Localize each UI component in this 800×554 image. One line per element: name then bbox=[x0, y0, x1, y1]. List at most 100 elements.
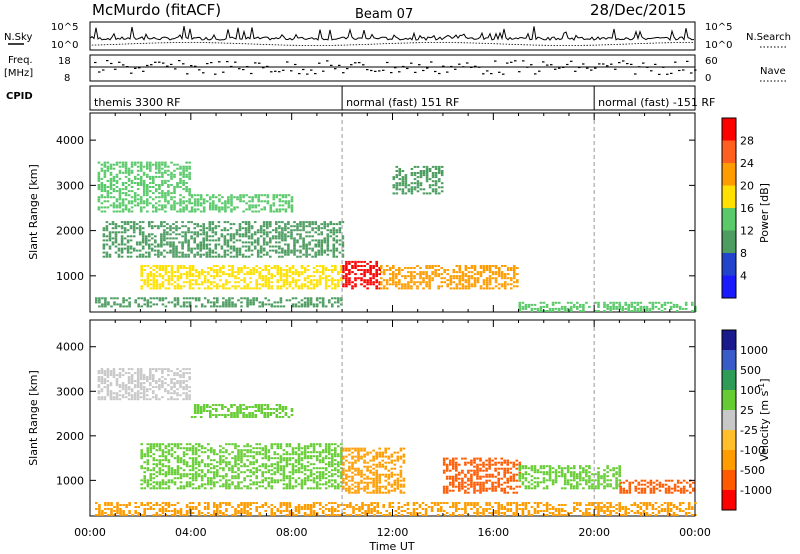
echo-cell bbox=[207, 479, 210, 482]
echo-cell bbox=[161, 283, 165, 286]
echo-cell bbox=[314, 221, 317, 224]
echo-cell bbox=[678, 504, 682, 506]
echo-cell bbox=[148, 239, 151, 242]
echo-cell bbox=[588, 512, 591, 514]
echo-cell bbox=[127, 210, 131, 213]
echo-cell bbox=[509, 510, 513, 512]
echo-cell bbox=[228, 502, 231, 504]
echo-cell bbox=[510, 283, 513, 286]
echo-cell bbox=[442, 510, 446, 512]
echo-cell bbox=[510, 267, 513, 269]
echo-cell bbox=[212, 408, 215, 410]
freq-mark bbox=[530, 64, 533, 66]
echo-cell bbox=[240, 508, 243, 510]
echo-cell bbox=[446, 279, 449, 282]
echo-cell bbox=[149, 447, 153, 450]
echo-cell bbox=[146, 163, 149, 166]
echo-cell bbox=[413, 277, 416, 280]
echo-cell bbox=[210, 459, 213, 462]
echo-cell bbox=[106, 186, 110, 188]
echo-cell bbox=[121, 386, 125, 389]
echo-cell bbox=[294, 447, 298, 450]
echo-cell bbox=[252, 451, 255, 454]
echo-cell bbox=[109, 390, 113, 393]
freq-mark bbox=[666, 73, 669, 75]
echo-cell bbox=[328, 447, 331, 450]
echo-cell bbox=[269, 225, 272, 228]
echo-cell bbox=[416, 182, 420, 185]
echo-cell bbox=[169, 233, 172, 236]
echo-cell bbox=[291, 473, 295, 476]
freq-mark bbox=[378, 70, 381, 72]
echo-cell bbox=[244, 229, 248, 232]
echo-cell bbox=[240, 269, 243, 271]
echo-cell bbox=[269, 241, 272, 244]
echo-cell bbox=[255, 279, 258, 282]
echo-cell bbox=[255, 483, 258, 486]
freq-mark bbox=[338, 64, 341, 66]
echo-cell bbox=[328, 461, 331, 464]
echo-cell bbox=[227, 206, 230, 209]
echo-cell bbox=[191, 475, 195, 478]
echo-cell bbox=[188, 368, 191, 371]
echo-cell bbox=[566, 307, 570, 310]
nave-bottom-tick: 0 bbox=[705, 73, 711, 84]
echo-cell bbox=[185, 463, 189, 466]
echo-cell bbox=[161, 175, 164, 178]
echo-cell bbox=[255, 265, 258, 267]
echo-cell bbox=[182, 473, 186, 476]
echo-cell bbox=[594, 301, 597, 304]
echo-cell bbox=[470, 275, 474, 278]
echo-cell bbox=[161, 163, 164, 166]
echo-cell bbox=[266, 231, 269, 234]
echo-cell bbox=[392, 192, 396, 195]
echo-cell bbox=[406, 508, 410, 510]
echo-cell bbox=[164, 194, 167, 197]
echo-cell bbox=[272, 202, 276, 205]
echo-cell bbox=[455, 271, 459, 274]
echo-cell bbox=[256, 241, 260, 244]
echo-cell bbox=[367, 506, 370, 508]
echo-cell bbox=[455, 285, 459, 288]
echo-cell bbox=[264, 455, 267, 458]
echo-cell bbox=[146, 504, 150, 506]
echo-cell bbox=[485, 508, 488, 510]
echo-cell bbox=[329, 223, 333, 226]
freq-mark bbox=[618, 62, 621, 64]
echo-cell bbox=[185, 386, 188, 389]
echo-cell bbox=[334, 473, 337, 476]
echo-cell bbox=[124, 175, 128, 178]
echo-cell bbox=[252, 455, 255, 458]
echo-cell bbox=[167, 506, 171, 508]
echo-cell bbox=[234, 277, 237, 280]
echo-cell bbox=[331, 449, 334, 452]
echo-cell bbox=[142, 188, 146, 191]
echo-cell bbox=[488, 267, 492, 269]
freq-strip-frame bbox=[89, 54, 696, 82]
echo-cell bbox=[297, 471, 301, 474]
echo-cell bbox=[182, 297, 186, 300]
echo-cell bbox=[375, 265, 378, 267]
echo-cell bbox=[305, 249, 308, 252]
echo-cell bbox=[164, 305, 168, 308]
echo-cell bbox=[370, 512, 373, 514]
echo-cell bbox=[425, 178, 429, 181]
echo-cell bbox=[173, 512, 177, 514]
echo-cell bbox=[648, 504, 652, 506]
echo-cell bbox=[176, 184, 179, 186]
echo-cell bbox=[349, 504, 352, 506]
echo-cell bbox=[100, 177, 104, 180]
echo-cell bbox=[141, 239, 145, 242]
echo-cell bbox=[103, 196, 107, 199]
echo-cell bbox=[234, 271, 237, 274]
echo-cell bbox=[173, 457, 177, 460]
echo-cell bbox=[164, 287, 168, 290]
echo-cell bbox=[146, 184, 149, 186]
echo-cell bbox=[202, 229, 205, 232]
echo-cell bbox=[149, 161, 152, 164]
echo-cell bbox=[182, 453, 186, 456]
echo-cell bbox=[137, 506, 140, 508]
cpid-segment-label: normal (fast) 151 RF bbox=[346, 96, 459, 109]
echo-cell bbox=[645, 506, 649, 508]
echo-cell bbox=[311, 235, 314, 238]
